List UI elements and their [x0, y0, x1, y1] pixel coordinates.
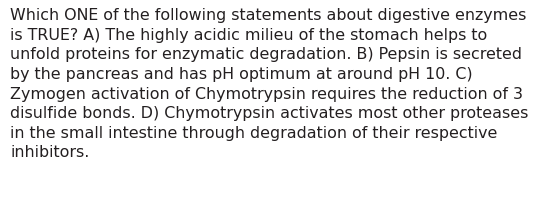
Text: Which ONE of the following statements about digestive enzymes
is TRUE? A) The hi: Which ONE of the following statements ab…: [10, 8, 528, 160]
